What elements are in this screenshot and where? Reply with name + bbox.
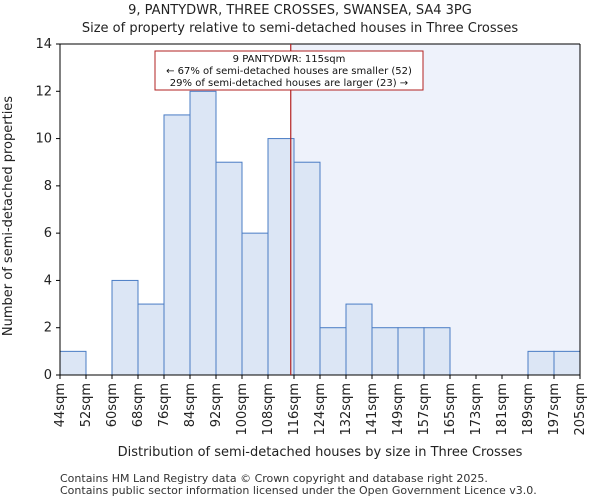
bar (397, 327, 425, 376)
bar (345, 303, 373, 376)
x-tick-label: 60sqm (105, 383, 120, 427)
x-tick-label: 205sqm (573, 383, 588, 436)
annotation-larger: 29% of semi-detached houses are larger (… (170, 78, 408, 89)
x-tick-label: 84sqm (183, 383, 198, 427)
plot-area: 0 2 4 6 8 10 12 14 44sqm 52sqm 60sqm 68sqm 76sqm 84sq… (35, 37, 588, 436)
x-tick-label: 141sqm (365, 383, 380, 436)
bar (267, 138, 295, 376)
x-tick-label: 173sqm (469, 383, 484, 436)
x-tick-label: 108sqm (261, 383, 276, 436)
bar (215, 161, 243, 376)
x-tick-label: 124sqm (313, 383, 328, 436)
bar (111, 279, 139, 376)
x-tick-label: 68sqm (131, 383, 146, 427)
bar (371, 327, 399, 376)
x-tick-label: 44sqm (53, 383, 68, 427)
y-tick-label: 12 (35, 84, 52, 99)
y-tick-label: 10 (35, 132, 52, 147)
x-tick-label: 165sqm (443, 383, 458, 436)
x-tick-label: 100sqm (235, 383, 250, 436)
x-axis-label: Distribution of semi-detached houses by … (118, 445, 523, 460)
bar (319, 327, 347, 376)
bar (423, 327, 451, 376)
annotation-box (154, 50, 424, 91)
bar (553, 350, 581, 376)
y-tick-label: 8 (44, 179, 52, 194)
bar (163, 114, 191, 376)
y-tick-label: 2 (44, 321, 52, 336)
annotation-title: 9 PANTYDWR: 115sqm (233, 54, 346, 65)
x-tick-label: 76sqm (157, 383, 172, 427)
annotation-smaller: ← 67% of semi-detached houses are smalle… (166, 66, 412, 77)
y-tick-label: 4 (44, 273, 52, 288)
y-tick-label: 6 (44, 226, 52, 241)
x-tick-label: 132sqm (339, 383, 354, 436)
bar (137, 303, 165, 376)
y-tick-label: 0 (44, 368, 52, 383)
x-tick-label: 116sqm (287, 383, 302, 436)
chart-title-line-1: 9, PANTYDWR, THREE CROSSES, SWANSEA, SA4… (128, 3, 472, 18)
bar (293, 161, 321, 376)
bar (241, 232, 269, 376)
footer-line-1: Contains HM Land Registry data © Crown c… (60, 472, 488, 485)
footer-line-2: Contains public sector information licen… (60, 484, 537, 497)
x-tick-label: 197sqm (547, 383, 562, 436)
x-tick-label: 149sqm (391, 383, 406, 436)
x-tick-label: 92sqm (209, 383, 224, 427)
x-tick-label: 157sqm (417, 383, 432, 436)
y-axis-label: Number of semi-detached properties (1, 96, 16, 336)
highlight-region (290, 44, 580, 375)
y-tick-label: 14 (35, 37, 52, 52)
chart-title-line-2: Size of property relative to semi-detach… (82, 21, 519, 36)
x-tick-label: 52sqm (79, 383, 94, 427)
x-tick-label: 189sqm (521, 383, 536, 436)
bar (189, 90, 217, 376)
x-tick-label: 181sqm (495, 383, 510, 436)
bar (527, 350, 555, 376)
bar (59, 350, 87, 376)
